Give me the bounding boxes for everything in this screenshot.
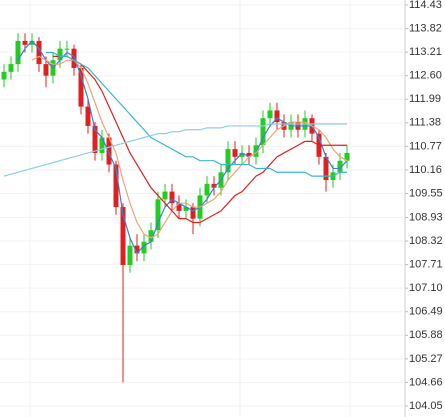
candle-body	[92, 125, 98, 153]
candle-body	[225, 149, 231, 173]
y-tick-label: 114.43	[409, 0, 442, 11]
candle-body	[323, 156, 329, 181]
candle-body	[183, 207, 189, 211]
candle-body	[162, 191, 168, 200]
y-tick-label: 109.55	[409, 187, 443, 199]
candle-body	[267, 110, 273, 119]
candle-body	[239, 152, 245, 157]
candle-body	[246, 152, 252, 157]
candle-body	[155, 199, 161, 231]
y-tick-label: 107.10	[409, 282, 443, 294]
candle-body	[78, 67, 84, 107]
candle-body	[120, 207, 126, 265]
moving-average	[53, 55, 347, 224]
candle-body	[141, 241, 147, 254]
y-tick-label: 105.88	[409, 329, 443, 341]
y-tick-label: 108.32	[409, 235, 443, 247]
candle-body	[15, 40, 21, 65]
candle-body	[36, 40, 42, 65]
moving-average	[46, 51, 347, 177]
candle-body	[43, 64, 49, 76]
candle-body	[274, 110, 280, 123]
candle-body	[127, 245, 133, 265]
candle-body	[190, 207, 196, 219]
moving-average	[3, 123, 347, 177]
candle-body	[1, 71, 7, 80]
candle-body	[8, 64, 14, 72]
y-tick-label: 104.66	[409, 376, 443, 388]
y-tick-label: 107.71	[409, 259, 443, 271]
y-tick-label: 110.16	[409, 164, 442, 176]
moving-average	[31, 55, 348, 239]
y-tick-label: 106.49	[409, 306, 443, 318]
y-tick-label: 112.60	[409, 70, 442, 82]
y-tick-label: 111.99	[409, 93, 441, 105]
candle-body	[344, 152, 350, 161]
candle-body	[85, 106, 91, 126]
candle-body	[211, 183, 217, 188]
moving-average	[17, 40, 348, 255]
y-tick-label: 105.27	[409, 353, 443, 365]
y-tick-label: 108.93	[409, 211, 443, 223]
candle-body	[232, 149, 238, 157]
y-tick-label: 113.82	[409, 22, 442, 34]
candle-body	[253, 145, 259, 157]
y-tick-label: 113.21	[409, 46, 442, 58]
candle-body	[148, 230, 154, 242]
candle-body	[106, 137, 112, 165]
candle-body	[57, 48, 63, 61]
candle-body	[99, 137, 105, 153]
candle-body	[169, 191, 175, 204]
candle-body	[64, 48, 70, 50]
candle-body	[337, 160, 343, 173]
y-tick-label: 104.05	[409, 400, 443, 412]
candle-body	[260, 118, 266, 146]
candle-body	[113, 164, 119, 208]
y-tick-label: 111.38	[409, 117, 441, 129]
candle-body	[134, 245, 140, 254]
y-tick-label: 110.77	[409, 140, 442, 152]
candle-body	[204, 183, 210, 196]
candle-body	[22, 40, 28, 45]
candle-body	[71, 48, 77, 68]
candle-body	[29, 40, 35, 45]
candle-body	[176, 203, 182, 211]
